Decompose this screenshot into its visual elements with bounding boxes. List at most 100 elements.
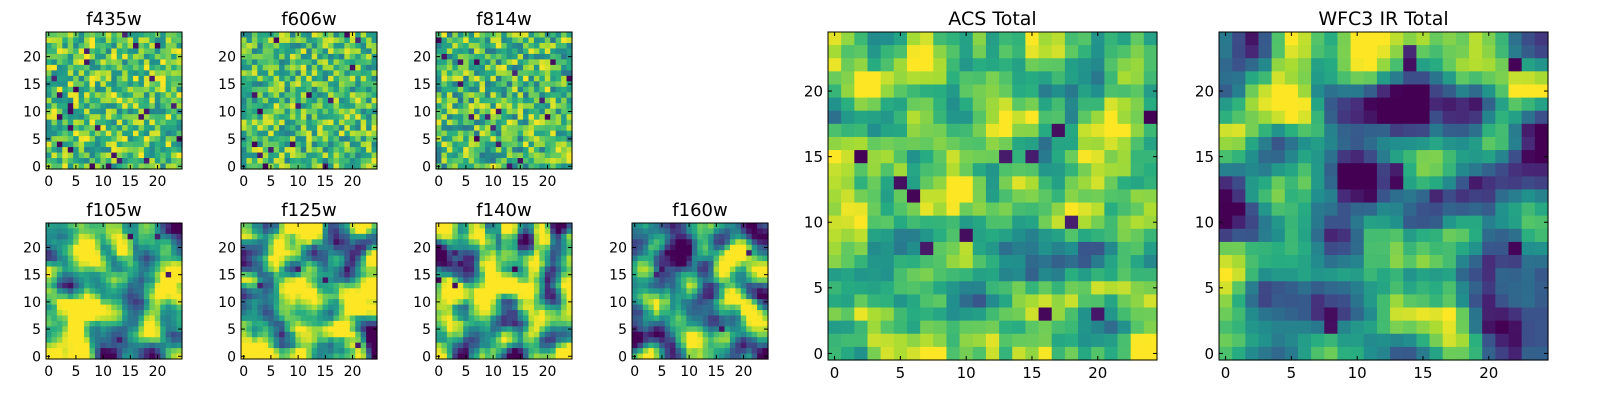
heatmap-cell (366, 53, 373, 60)
heatmap-cell (328, 304, 335, 311)
heatmap-cell (160, 97, 167, 104)
heatmap-cell (78, 250, 85, 257)
heatmap-cell (539, 326, 546, 333)
heatmap-cell (133, 70, 140, 77)
heatmap-cell (1143, 163, 1158, 177)
heatmap-cell (555, 271, 562, 278)
heatmap-cell (523, 266, 530, 273)
heatmap-cell (446, 86, 453, 93)
heatmap-cell (528, 310, 535, 317)
heatmap-cell (544, 92, 551, 99)
heatmap-cell (670, 299, 677, 306)
y-tick-label: 15 (23, 77, 41, 93)
heatmap-cell (566, 239, 573, 246)
heatmap-cell (735, 233, 742, 240)
heatmap-cell (490, 255, 497, 262)
heatmap-cell (311, 32, 318, 39)
heatmap-cell (729, 228, 736, 235)
heatmap-cell (111, 299, 118, 306)
heatmap-cell (544, 326, 551, 333)
heatmap-cell (735, 342, 742, 349)
heatmap-cell (306, 331, 313, 338)
heatmap-cell (127, 282, 134, 289)
heatmap-cell (73, 130, 80, 137)
heatmap-cell (116, 70, 123, 77)
heatmap-cell (127, 310, 134, 317)
heatmap-cell (637, 348, 644, 355)
heatmap-cell (550, 147, 557, 154)
heatmap-cell (171, 315, 178, 322)
heatmap-cell (171, 32, 178, 39)
heatmap-cell (300, 108, 307, 115)
x-tick-label: 5 (461, 174, 470, 190)
heatmap-cell (89, 97, 96, 104)
heatmap-cell (697, 271, 704, 278)
heatmap-cell (160, 152, 167, 159)
heatmap-cell (1078, 189, 1092, 204)
heatmap-cell (512, 108, 519, 115)
heatmap-cell (78, 114, 85, 121)
heatmap-cell (528, 81, 535, 88)
heatmap-cell (484, 261, 491, 268)
heatmap-cell (317, 293, 324, 300)
heatmap-cell (295, 75, 302, 82)
heatmap-cell (659, 228, 666, 235)
heatmap-cell (127, 255, 134, 262)
heatmap-cell (751, 315, 758, 322)
y-tick-label: 10 (609, 295, 627, 311)
heatmap-cell (463, 348, 470, 355)
heatmap-cell (165, 337, 172, 344)
heatmap-cell (328, 326, 335, 333)
heatmap-cell (539, 70, 546, 77)
heatmap-cell (441, 125, 448, 132)
heatmap-cell (284, 163, 291, 170)
heatmap-cell (371, 288, 378, 295)
heatmap-cell (268, 108, 275, 115)
heatmap-cell (539, 299, 546, 306)
heatmap-cell (854, 176, 869, 191)
heatmap-cell (46, 48, 53, 55)
heatmap-cell (94, 271, 101, 278)
heatmap-cell (484, 42, 491, 50)
heatmap-cell (506, 32, 513, 39)
heatmap-cell (484, 255, 491, 262)
heatmap-cell (740, 282, 747, 289)
heatmap-cell (1051, 189, 1066, 204)
heatmap-cell (719, 342, 726, 349)
heatmap-cell (143, 310, 150, 317)
heatmap-cell (94, 92, 101, 99)
heatmap-cell (241, 310, 248, 317)
heatmap-cell (566, 233, 573, 240)
heatmap-cell (653, 331, 660, 338)
heatmap-cell (561, 299, 568, 306)
heatmap-cell (84, 337, 91, 344)
heatmap-cell (691, 299, 698, 306)
heatmap-cell (1025, 176, 1040, 191)
heatmap-cell (893, 150, 908, 164)
axes-frame (240, 31, 378, 170)
heatmap-cell (457, 277, 464, 284)
heatmap-cell (62, 326, 69, 333)
heatmap-cell (691, 266, 698, 273)
heatmap-cell (446, 48, 453, 55)
heatmap-cell (333, 326, 340, 333)
heatmap-cell (762, 310, 769, 317)
heatmap-cell (999, 45, 1013, 59)
heatmap-cell (523, 271, 530, 278)
heatmap-cell (506, 125, 513, 132)
heatmap-cell (648, 223, 655, 230)
heatmap-cell (138, 59, 145, 66)
heatmap-cell (555, 81, 562, 88)
heatmap-cell (295, 42, 302, 50)
heatmap-cell (702, 233, 709, 240)
heatmap-cell (133, 320, 140, 327)
heatmap-cell (555, 108, 562, 115)
heatmap-cell (295, 147, 302, 154)
heatmap-cell (171, 75, 178, 82)
heatmap-cell (51, 271, 58, 278)
heatmap-cell (100, 114, 107, 121)
heatmap-cell (262, 75, 269, 82)
heatmap-cell (371, 310, 378, 317)
heatmap-cell (670, 320, 677, 327)
heatmap-cell (680, 342, 687, 349)
